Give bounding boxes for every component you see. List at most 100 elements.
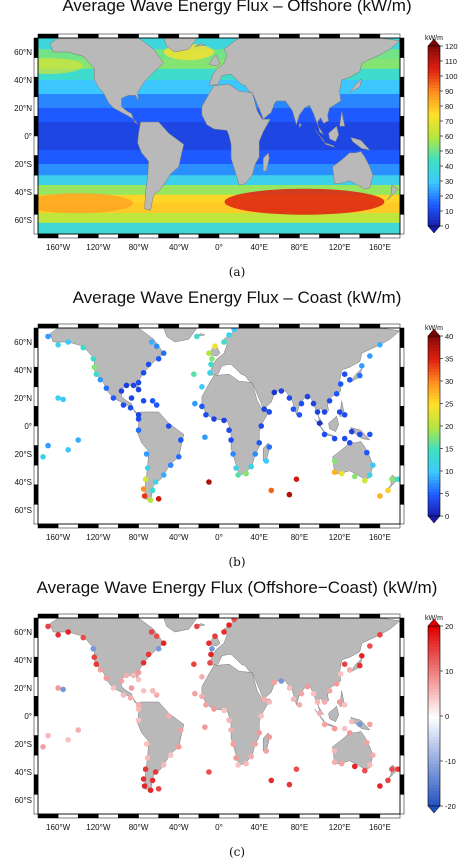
difference-point	[55, 632, 61, 638]
frame-tick	[238, 813, 260, 819]
coastal-point	[341, 412, 348, 418]
frame-tick	[319, 613, 340, 619]
colorbar-segment	[428, 423, 440, 427]
lat-tick-label: 40°N	[14, 76, 32, 85]
difference-point	[356, 721, 363, 728]
coastal-point	[75, 437, 82, 443]
colorbar: kW/m 0 5 10 15 20 25 30 35 40	[425, 325, 453, 524]
coastal-point	[286, 491, 293, 498]
colorbar-tick-label: 40	[445, 162, 453, 171]
colorbar-segment	[428, 474, 440, 478]
difference-point	[341, 702, 348, 708]
difference-point	[149, 688, 156, 694]
coastal-point	[152, 479, 159, 485]
difference-point	[338, 760, 345, 767]
land-mass	[350, 137, 371, 151]
colorbar-segment	[428, 758, 440, 762]
colorbar-segment	[428, 85, 440, 89]
colorbar-segment	[428, 178, 440, 182]
colorbar-segment	[428, 659, 440, 663]
frame-tick	[98, 523, 119, 529]
colorbar-segment	[428, 181, 440, 185]
colorbar-segment	[428, 154, 440, 158]
colorbar-unit: kW/m	[425, 615, 443, 622]
coastal-point	[367, 431, 373, 438]
coastal-point	[221, 417, 227, 424]
coastal-point	[127, 405, 134, 411]
frame-tick	[198, 613, 220, 619]
colorbar-segment	[428, 773, 440, 777]
colorbar-segment	[428, 375, 440, 379]
land-mass	[332, 151, 374, 190]
colorbar-segment	[428, 88, 440, 92]
colorbar: kW/m -20 -10 0 10 20	[425, 615, 456, 814]
difference-point	[135, 706, 142, 712]
flux-band	[38, 203, 400, 214]
difference-point	[90, 646, 97, 652]
colorbar-segment	[428, 465, 440, 469]
difference-point	[367, 762, 373, 768]
coastal-point	[208, 361, 214, 368]
colorbar-segment	[428, 635, 440, 639]
coastal-point	[364, 449, 370, 456]
frame-tick	[77, 613, 99, 619]
frame-tick	[238, 613, 260, 619]
colorbar-tick-label: 20	[445, 192, 453, 201]
frame-tick	[33, 155, 39, 176]
frame-tick	[158, 613, 180, 619]
difference-point	[120, 692, 127, 698]
coastal-point	[235, 472, 241, 478]
colorbar-tick-label: 30	[445, 377, 453, 386]
colorbar-tick-label: 20	[445, 622, 453, 631]
land-mass	[325, 142, 336, 148]
difference-point	[208, 651, 214, 658]
difference-point	[91, 654, 98, 660]
frame-tick	[399, 155, 405, 176]
difference-point	[286, 781, 293, 788]
lat-tick-label: 20°S	[15, 450, 32, 459]
colorbar-segment	[428, 794, 440, 798]
colorbar-segment	[428, 480, 440, 484]
lon-tick-label: 80°E	[291, 243, 308, 252]
frame-tick	[258, 323, 280, 329]
frame-tick	[138, 233, 159, 239]
colorbar-segment	[428, 731, 440, 735]
difference-point	[207, 660, 213, 666]
frame-tick	[158, 33, 180, 39]
land-mass	[339, 110, 346, 127]
lon-tick-label: 160°W	[46, 243, 71, 252]
difference-point	[298, 690, 305, 697]
coastal-point	[135, 379, 142, 386]
coastal-point	[140, 370, 147, 376]
colorbar-segment	[428, 79, 440, 83]
lat-tick-label: 40°N	[14, 366, 32, 375]
frame-tick	[158, 323, 180, 329]
difference-point	[145, 651, 152, 658]
colorbar-unit: kW/m	[425, 35, 443, 42]
difference-point	[235, 762, 241, 768]
colorbar-segment	[428, 662, 440, 666]
colorbar-tick-label: 0	[445, 222, 449, 231]
colorbar-segment	[428, 432, 440, 436]
frame-tick	[33, 676, 39, 697]
colorbar-tick-label: 0	[445, 512, 449, 521]
difference-point	[140, 688, 147, 694]
difference-point	[310, 690, 317, 697]
colorbar-segment	[428, 100, 440, 104]
difference-point	[55, 685, 61, 691]
lon-tick-label: 160°E	[369, 823, 391, 832]
colorbar-segment	[428, 112, 440, 116]
colorbar-segment	[428, 408, 440, 412]
colorbar-segment	[428, 345, 440, 349]
colorbar-segment	[428, 130, 440, 134]
colorbar-segment	[428, 163, 440, 167]
lat-tick-label: 60°N	[14, 48, 32, 57]
lat-tick-label: 60°S	[15, 796, 32, 805]
colorbar-tick-label: 60	[445, 132, 453, 141]
lon-tick-label: 80°W	[129, 533, 149, 542]
frame-tick	[399, 37, 405, 58]
colorbar-segment	[428, 109, 440, 113]
colorbar-segment	[428, 746, 440, 750]
difference-point	[296, 702, 303, 708]
land-mass	[328, 415, 339, 432]
